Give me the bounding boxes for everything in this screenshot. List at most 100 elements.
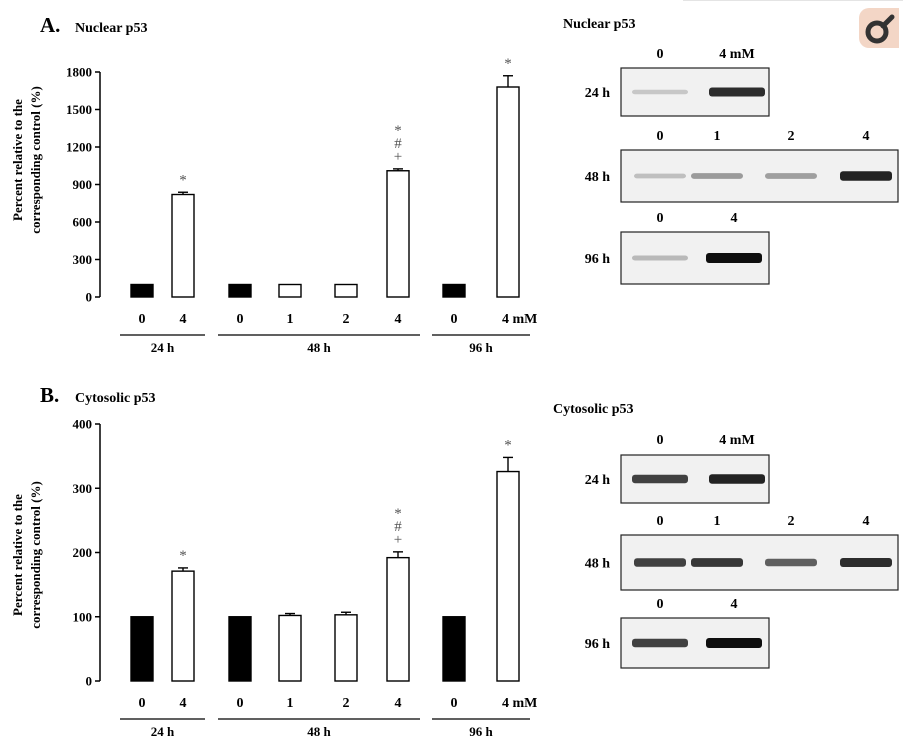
blot-a-row-2-band-0 — [632, 255, 688, 261]
blot-a-row-2-lane-label-0: 0 — [657, 211, 664, 226]
panel-a-ytick-label-6: 1800 — [66, 65, 92, 80]
panel-a-ylabel-line2: corresponding control (%) — [28, 86, 43, 234]
panel-a-sig-1-0: * — [179, 172, 187, 188]
panel-a-title: Nuclear p53 — [75, 21, 147, 36]
blot-a-row-2-lane-label-1: 4 — [731, 211, 738, 226]
panel-a-letter: A. — [40, 13, 60, 37]
panel-a-ytick-label-4: 1200 — [66, 140, 92, 155]
panel-b-bar-4 — [334, 614, 358, 682]
panel-b-ylabel-line1: Percent relative to the — [10, 494, 25, 616]
panel-a-xcat-5: 4 — [395, 312, 402, 327]
panel-b-sig-5-2: + — [394, 532, 402, 548]
blot-b-row-0-time: 24 h — [585, 473, 611, 488]
panel-a-bar-0 — [130, 283, 154, 298]
panel-b-bar-1 — [171, 570, 195, 682]
panel-b-xcat-5: 4 — [395, 696, 402, 711]
blot-a-row-0-band-0 — [632, 89, 688, 95]
panel-a-bar-6 — [442, 283, 466, 298]
panel-a-sig-7-0: * — [504, 56, 512, 72]
blot-a-row-1-lane-label-0: 0 — [657, 129, 664, 144]
blot-a-row-0-time: 24 h — [585, 86, 611, 101]
panel-a-xcat-7: 4 mM — [502, 312, 537, 327]
panel-a-group-label-2: 96 h — [469, 340, 493, 355]
panel-b-xcat-7: 4 mM — [502, 696, 537, 711]
panel-a-ytick-label-3: 900 — [73, 177, 93, 192]
panel-b-sig-1-0: * — [179, 548, 187, 564]
panel-b-sig-5-1: # — [394, 519, 402, 535]
panel-a-sig-5-0: * — [394, 123, 402, 139]
panel-b-bar-7 — [496, 470, 520, 682]
panel-b-bar-3 — [278, 614, 302, 682]
panel-a-group-label-0: 24 h — [151, 340, 175, 355]
blot-a-group: 0 4 mM 24 h 0 1 2 4 48 h 0 4 96 h — [585, 47, 899, 285]
blot-b-row-1-lane-label-2: 2 — [788, 514, 795, 529]
panel-a-xcat-4: 2 — [343, 312, 350, 327]
blot-b-group: 0 4 mM 24 h 0 1 2 4 48 h 0 4 96 h — [585, 433, 899, 669]
panel-b-bar-6 — [442, 616, 466, 682]
panel-b-bar-2 — [228, 616, 252, 682]
blot-b-row-1-band-2 — [765, 558, 817, 567]
panel-a-ytick-label-1: 300 — [73, 252, 93, 267]
panel-a-bar-3 — [278, 283, 302, 298]
blot-a-row-1-lane-label-3: 4 — [863, 129, 870, 144]
panel-b-group-label-2: 96 h — [469, 724, 493, 739]
blot-b-row-1-time: 48 h — [585, 557, 611, 572]
blot-b-row-2-time: 96 h — [585, 637, 611, 652]
panel-a-bar-5 — [386, 170, 410, 298]
panel-a-sig-5-2: + — [394, 149, 402, 165]
blot-b-row-1-band-0 — [634, 558, 686, 567]
panel-a-ytick-label-5: 1500 — [66, 102, 92, 117]
blot-a-row-0-band-1 — [709, 87, 765, 97]
panel-a-sig-5-1: # — [394, 136, 402, 152]
panel-a-ylabel-line1: Percent relative to the — [10, 99, 25, 221]
panel-b-xcat-3: 1 — [287, 696, 294, 711]
blot-b-row-0-lane-label-0: 0 — [657, 433, 664, 448]
panel-b-bar-0 — [130, 616, 154, 682]
panel-a-bar-4 — [334, 283, 358, 298]
blot-a-title: Nuclear p53 — [563, 17, 635, 32]
blot-a-row-0-lane-label-1: 4 mM — [719, 47, 754, 62]
panel-a-xcat-2: 0 — [237, 312, 244, 327]
blot-a-row-1-band-1 — [691, 173, 743, 179]
panel-a-bar-1 — [171, 193, 195, 298]
blot-b-row-1-lane-label-1: 1 — [714, 514, 721, 529]
panel-a-ytick-label-2: 600 — [73, 215, 93, 230]
blot-b-row-1-band-3 — [840, 557, 892, 568]
panel-a-bar-2 — [228, 283, 252, 298]
panel-b-ytick-label-2: 200 — [73, 545, 93, 560]
panel-b-xcat-0: 0 — [139, 696, 146, 711]
panel-b-group-label-1: 48 h — [307, 724, 331, 739]
blot-b-row-1-band-1 — [691, 558, 743, 567]
panel-b-ytick-label-0: 0 — [86, 674, 93, 689]
panel-b-ylabel-line2: corresponding control (%) — [28, 481, 43, 629]
panel-a-xcat-3: 1 — [287, 312, 294, 327]
panel-a-bar-7 — [496, 86, 520, 298]
blot-a-row-2-time: 96 h — [585, 252, 611, 267]
panel-b-xcat-1: 4 — [180, 696, 187, 711]
panel-b-xcat-6: 0 — [451, 696, 458, 711]
blot-a-row-1-band-0 — [634, 173, 686, 179]
panel-a-group-label-1: 48 h — [307, 340, 331, 355]
publisher-logo-icon — [859, 8, 899, 48]
top-edge-line — [683, 0, 903, 9]
blot-a-row-2-band-1 — [706, 253, 762, 263]
panel-b-sig-5-0: * — [394, 506, 402, 522]
blot-b-row-2-band-1 — [706, 638, 762, 648]
panel-b-ytick-label-3: 300 — [73, 481, 93, 496]
blot-a-row-1-lane-label-1: 1 — [714, 129, 721, 144]
blot-b-row-2-lane-label-1: 4 — [731, 597, 738, 612]
panel-b-ytick-label-4: 400 — [73, 417, 93, 432]
panel-b-title: Cytosolic p53 — [75, 391, 156, 406]
blot-b-row-0-band-1 — [709, 474, 765, 484]
blot-b-row-0-band-0 — [632, 474, 688, 484]
panel-a-xcat-0: 0 — [139, 312, 146, 327]
panel-b-sig-7-0: * — [504, 437, 512, 453]
panel-b-group-label-0: 24 h — [151, 724, 175, 739]
blot-b-row-0-lane-label-1: 4 mM — [719, 433, 754, 448]
blot-b-row-2-lane-label-0: 0 — [657, 597, 664, 612]
blot-a-row-1-time: 48 h — [585, 170, 611, 185]
blot-a-row-1-lane-label-2: 2 — [788, 129, 795, 144]
blot-b-row-1-lane-label-3: 4 — [863, 514, 870, 529]
